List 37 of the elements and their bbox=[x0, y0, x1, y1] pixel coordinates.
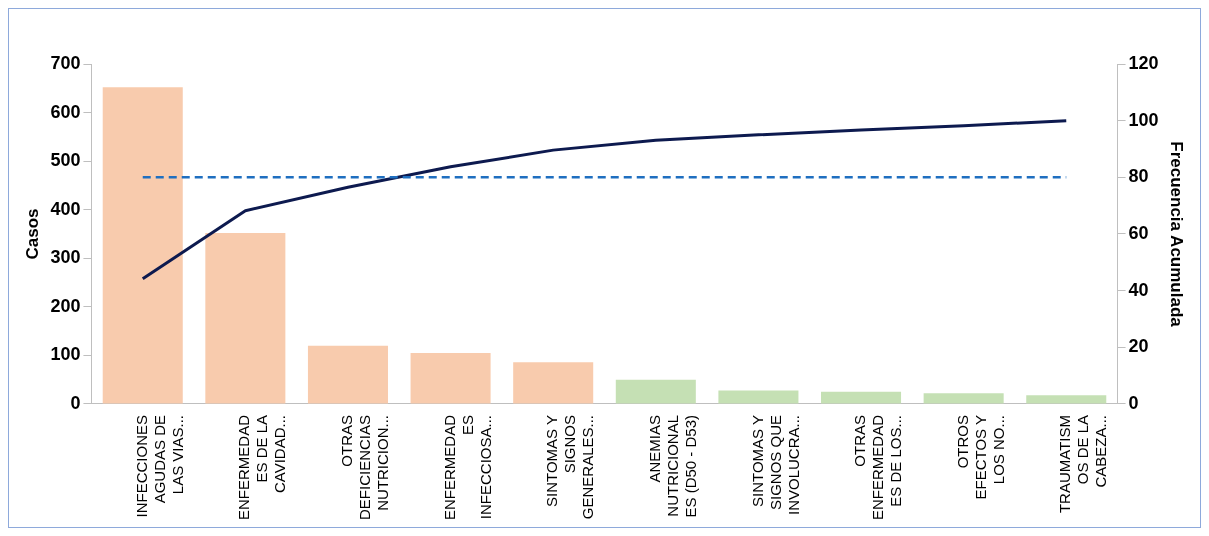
bar bbox=[718, 390, 799, 404]
y-tick-label: 0 bbox=[70, 392, 81, 413]
bar bbox=[307, 345, 388, 404]
y2-tick-label: 60 bbox=[1128, 222, 1149, 243]
y-tick-label: 300 bbox=[50, 247, 81, 268]
x-tick-label: OTRAS ENFERMEDAD ES DE LOS... bbox=[851, 414, 905, 520]
bar bbox=[821, 391, 902, 404]
y2-axis-title: Frecuencia Acumulada bbox=[1167, 141, 1187, 328]
y-tick-label: 600 bbox=[50, 101, 81, 122]
bar bbox=[102, 87, 183, 404]
y-tick-label: 200 bbox=[50, 295, 81, 316]
bar bbox=[923, 393, 1004, 404]
y-tick-label: 100 bbox=[50, 344, 81, 365]
y2-tick-label: 80 bbox=[1128, 166, 1149, 187]
y2-tick-label: 20 bbox=[1128, 336, 1149, 357]
y2-tick-label: 120 bbox=[1128, 52, 1159, 73]
y2-tick-label: 100 bbox=[1128, 109, 1159, 130]
y2-tick-label: 0 bbox=[1128, 392, 1139, 413]
x-tick-label: ENFERMEDAD ES INFECCIOSA... bbox=[440, 414, 494, 520]
y-axis-title: Casos bbox=[22, 208, 42, 260]
y-tick-label: 500 bbox=[50, 150, 81, 171]
bar bbox=[410, 352, 491, 404]
x-tick-label: OTROS EFECTOS Y LOS NO... bbox=[953, 414, 1007, 500]
x-tick-label: SINTOMAS Y SIGNOS QUE INVOLUCRA... bbox=[748, 414, 802, 516]
y2-tick-label: 40 bbox=[1128, 279, 1149, 300]
x-tick-label: OTRAS DEFICIENCIAS NUTRICION... bbox=[338, 414, 392, 520]
y-tick-label: 700 bbox=[50, 52, 81, 73]
bar bbox=[615, 379, 696, 404]
x-tick-label: ENFERMEDAD ES DE LA CAVIDAD... bbox=[235, 414, 289, 520]
x-tick-label: INFECCIONES AGUDAS DE LAS VIAS... bbox=[132, 414, 186, 518]
bar bbox=[1026, 395, 1107, 404]
y-tick-label: 400 bbox=[50, 198, 81, 219]
x-tick-label: TRAUMATISM OS DE LA CABEZA... bbox=[1056, 414, 1110, 514]
bar bbox=[205, 233, 286, 404]
bar bbox=[513, 362, 594, 404]
x-tick-label: SINTOMAS Y SIGNOS GENERALES... bbox=[543, 414, 597, 520]
x-tick-label: ANEMIAS NUTRICIONAL ES (D50 - D53) bbox=[645, 414, 699, 518]
